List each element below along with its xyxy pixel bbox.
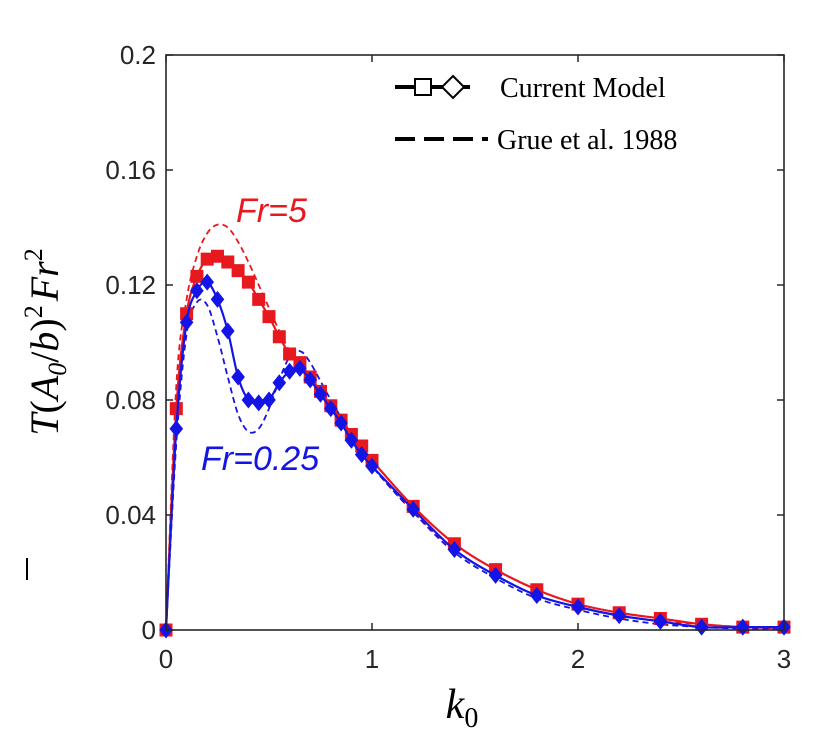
point-diamond-fr025: [406, 500, 420, 518]
point-diamond-fr025: [169, 420, 184, 438]
y-tick-label: 0.08: [105, 385, 156, 415]
point-diamond-fr025: [344, 431, 359, 449]
point-diamond-fr025: [190, 282, 204, 300]
y-tick-label: 0.16: [105, 155, 156, 185]
point-diamond-fr025: [221, 322, 235, 340]
annotation-fr025: Fr=0.25: [201, 440, 319, 478]
point-diamond-fr025: [313, 385, 328, 403]
point-diamond-fr025: [303, 371, 317, 389]
annotation-fr5: Fr=5: [236, 192, 307, 230]
ticks-layer: 0 1 2 3 0 0.04 0.08 0.12 0.16 0.2: [105, 40, 791, 674]
point-square-fr5: [169, 402, 183, 416]
legend-label-current-model: Current Model: [500, 73, 666, 104]
point-diamond-fr025: [324, 400, 338, 418]
point-square-fr5: [241, 275, 255, 289]
svg-text:T(A0/b)2Fr2: T(A0/b)2Fr2: [19, 248, 72, 435]
plot-frame: [165, 54, 785, 631]
point-square-fr5: [283, 347, 297, 361]
y-tick-label: 0.12: [105, 270, 156, 300]
point-square-fr5: [200, 252, 214, 266]
y-tick-label: 0.04: [105, 500, 156, 530]
point-diamond-fr025: [210, 290, 225, 308]
point-square-fr5: [262, 310, 276, 324]
y-tick-label: 0: [142, 615, 156, 645]
point-square-fr5: [231, 264, 245, 278]
y-tick-label: 0.2: [120, 40, 156, 70]
point-diamond-fr025: [736, 618, 750, 636]
point-diamond-fr025: [612, 607, 626, 625]
legend-square-marker: [414, 78, 432, 96]
y-axis-title: T(A0/b)2Fr2: [19, 248, 72, 580]
plot-area: [166, 55, 784, 630]
x-axis-title: k0: [446, 682, 479, 734]
point-diamond-fr025: [334, 414, 348, 432]
legend: Current Model Grue et al. 1988: [395, 73, 677, 156]
legend-diamond-marker: [440, 74, 466, 100]
point-diamond-fr025: [179, 313, 194, 331]
point-diamond-fr025: [272, 374, 287, 392]
point-diamond-fr025: [571, 598, 585, 616]
point-diamond-fr025: [282, 362, 297, 380]
point-diamond-fr025: [447, 541, 462, 558]
x-tick-label: 3: [777, 644, 791, 674]
point-diamond-fr025: [200, 273, 214, 291]
series-line-grue-fr025: [165, 298, 785, 631]
point-diamond-fr025: [231, 368, 245, 386]
point-square-fr5: [190, 269, 204, 283]
series-layer: [159, 223, 791, 639]
x-tick-label: 1: [365, 644, 379, 674]
point-square-fr5: [221, 255, 235, 269]
point-diamond-fr025: [694, 618, 709, 636]
x-tick-label: 0: [159, 644, 173, 674]
point-square-fr5: [272, 330, 286, 344]
legend-label-grue: Grue et al. 1988: [497, 125, 677, 156]
point-diamond-fr025: [365, 457, 379, 475]
point-diamond-fr025: [354, 446, 369, 464]
point-diamond-fr025: [241, 391, 256, 409]
point-diamond-fr025: [262, 391, 276, 409]
point-diamond-fr025: [653, 612, 668, 630]
point-square-fr5: [211, 249, 224, 263]
point-diamond-fr025: [488, 566, 503, 584]
point-diamond-fr025: [251, 394, 266, 412]
x-tick-label: 2: [571, 644, 585, 674]
point-diamond-fr025: [293, 359, 307, 377]
point-square-fr5: [252, 292, 266, 306]
point-diamond-fr025: [530, 587, 544, 604]
